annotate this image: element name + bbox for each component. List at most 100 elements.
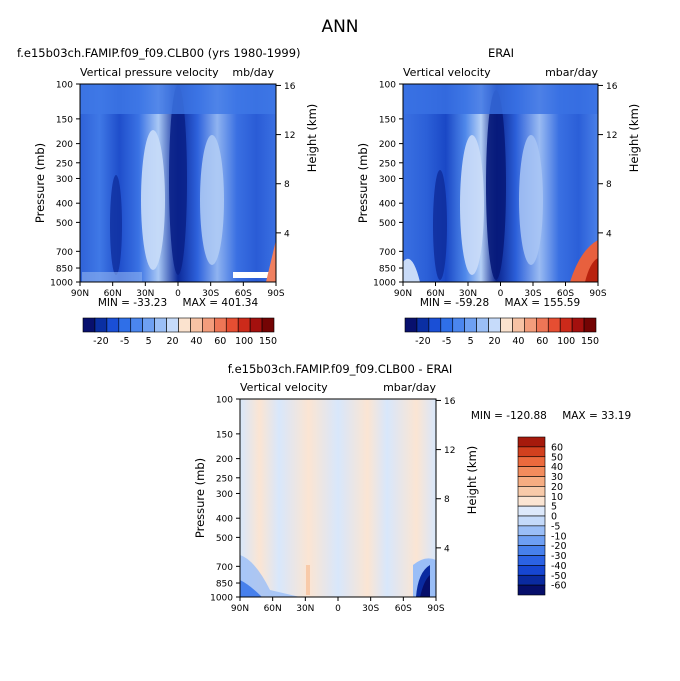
colorbar-box (166, 317, 179, 333)
panel-erai: ERAI Vertical velocity mbar/day 100 150 20… (356, 46, 641, 309)
height-tick-label: 8 (284, 180, 290, 190)
colorbar-label: 30 (551, 472, 563, 483)
x-tick-label: 90N (394, 289, 412, 299)
colorbar-box (94, 317, 108, 333)
y-tick-label: 400 (56, 200, 73, 210)
colorbar-box (517, 466, 546, 477)
panel-diff-max: MAX = 33.19 (562, 410, 631, 422)
colorbar-label: -50 (551, 571, 567, 582)
panel-model-subtitle-left: Vertical pressure velocity (80, 66, 219, 79)
y-tick-label: 700 (379, 248, 396, 258)
colorbar-box (517, 535, 546, 546)
colorbar-box (524, 317, 537, 333)
colorbar-label: 150 (259, 336, 277, 347)
colorbar-box (583, 317, 597, 333)
panel-erai-title: ERAI (488, 46, 514, 60)
x-tick-label: 30S (362, 604, 379, 614)
panel-model-min: MIN = -33.23 (98, 297, 167, 309)
x-tick-label: 90S (589, 289, 606, 299)
x-tick-label: 60N (104, 289, 122, 299)
colorbar-box (404, 317, 418, 333)
colorbar-box (547, 317, 561, 333)
colorbar-label: 40 (190, 336, 202, 347)
colorbar-erai: -20 -5 5 20 40 60 100 150 (404, 317, 599, 347)
panel-diff-subtitle-left: Vertical velocity (240, 381, 328, 394)
colorbar-box (464, 317, 477, 333)
colorbar-label: 60 (536, 336, 548, 347)
colorbar-box (517, 486, 546, 497)
y-tick-label: 500 (56, 219, 73, 229)
height-tick-label: 16 (606, 82, 618, 92)
colorbar-box (261, 317, 275, 333)
colorbar-label: 5 (551, 502, 557, 513)
y-tick-label: 400 (216, 515, 233, 525)
panel-erai-min-max: MIN = -59.28 MAX = 155.59 (420, 297, 580, 309)
colorbar-label: 40 (551, 462, 563, 473)
panel-model-axes: 100 150 200 250 300 400 500 700 850 1000 4 8 12 16 90N… (50, 81, 296, 300)
panel-diff-subtitle-right: mbar/day (383, 381, 436, 394)
colorbar-label: -20 (551, 541, 567, 552)
y-tick-label: 300 (379, 175, 396, 185)
colorbar-label: -5 (442, 336, 451, 347)
colorbar-box (249, 317, 263, 333)
colorbar-label: 5 (468, 336, 474, 347)
y-tick-label: 200 (379, 140, 396, 150)
colorbar-box (559, 317, 573, 333)
colorbar-label: -30 (551, 551, 567, 562)
colorbar-box (500, 317, 513, 333)
colorbar-label: 60 (551, 442, 563, 453)
height-tick-label: 8 (444, 495, 450, 505)
colorbar-label: 100 (235, 336, 253, 347)
x-tick-label: 90N (71, 289, 89, 299)
panel-model-ylabel: Pressure (mb) (33, 143, 47, 223)
colorbar-box (225, 317, 239, 333)
colorbar-box (237, 317, 251, 333)
colorbar-box (202, 317, 215, 333)
x-tick-label: 90N (231, 604, 249, 614)
height-tick-label: 16 (444, 397, 456, 407)
colorbar-label: 150 (581, 336, 599, 347)
colorbar-box (517, 515, 546, 527)
colorbar-label: 100 (557, 336, 575, 347)
panel-diff-title: f.e15b03ch.FAMIP.f09_f09.CLB00 - ERAI (228, 362, 453, 376)
panel-model: f.e15b03ch.FAMIP.f09_f09.CLB00 (yrs 1980… (17, 46, 319, 309)
y-tick-label: 1000 (210, 594, 233, 604)
colorbar-label: -60 (551, 581, 567, 592)
panel-erai-subtitle-right: mbar/day (545, 66, 598, 79)
panel-diff-field-structures (240, 555, 436, 597)
colorbar-box (416, 317, 430, 333)
panel-model-ylabel-right: Height (km) (305, 104, 319, 173)
y-tick-label: 500 (379, 219, 396, 229)
height-tick-label: 4 (444, 544, 450, 554)
panel-model-min-max: MIN = -33.23 MAX = 401.34 (98, 297, 259, 309)
colorbar-box (517, 436, 546, 448)
panel-erai-ylabel: Pressure (mb) (356, 143, 370, 223)
colorbar-box (452, 317, 465, 333)
panel-diff-min-max: MIN = -120.88 MAX = 33.19 (471, 410, 631, 422)
colorbar-box (517, 476, 546, 487)
colorbar-box (512, 317, 525, 333)
colorbar-box (440, 317, 454, 333)
colorbar-box (190, 317, 203, 333)
y-tick-label: 150 (379, 115, 396, 125)
colorbar-box (517, 574, 546, 586)
y-tick-label: 300 (56, 175, 73, 185)
colorbar-label: -40 (551, 561, 567, 572)
x-tick-label: 0 (498, 289, 504, 299)
colorbar-box (571, 317, 585, 333)
panel-diff-ylabel-right: Height (km) (465, 446, 479, 515)
panel-erai-axes: 100 150 200 250 300 400 500 700 850 1000 4 8 12 16 90N… (373, 81, 618, 300)
x-tick-label: 90S (427, 604, 444, 614)
colorbar-box (517, 584, 546, 596)
colorbar-label: 10 (551, 492, 563, 503)
y-tick-label: 250 (56, 159, 73, 169)
colorbar-label: -5 (551, 521, 560, 532)
y-tick-label: 1000 (373, 279, 396, 289)
y-tick-label: 400 (379, 200, 396, 210)
x-tick-label: 60S (557, 289, 574, 299)
panel-model-title: f.e15b03ch.FAMIP.f09_f09.CLB00 (yrs 1980… (17, 46, 301, 60)
colorbar-label: -10 (551, 531, 567, 542)
panel-model-subtitle-right: mb/day (232, 66, 274, 79)
height-tick-label: 12 (444, 446, 455, 456)
